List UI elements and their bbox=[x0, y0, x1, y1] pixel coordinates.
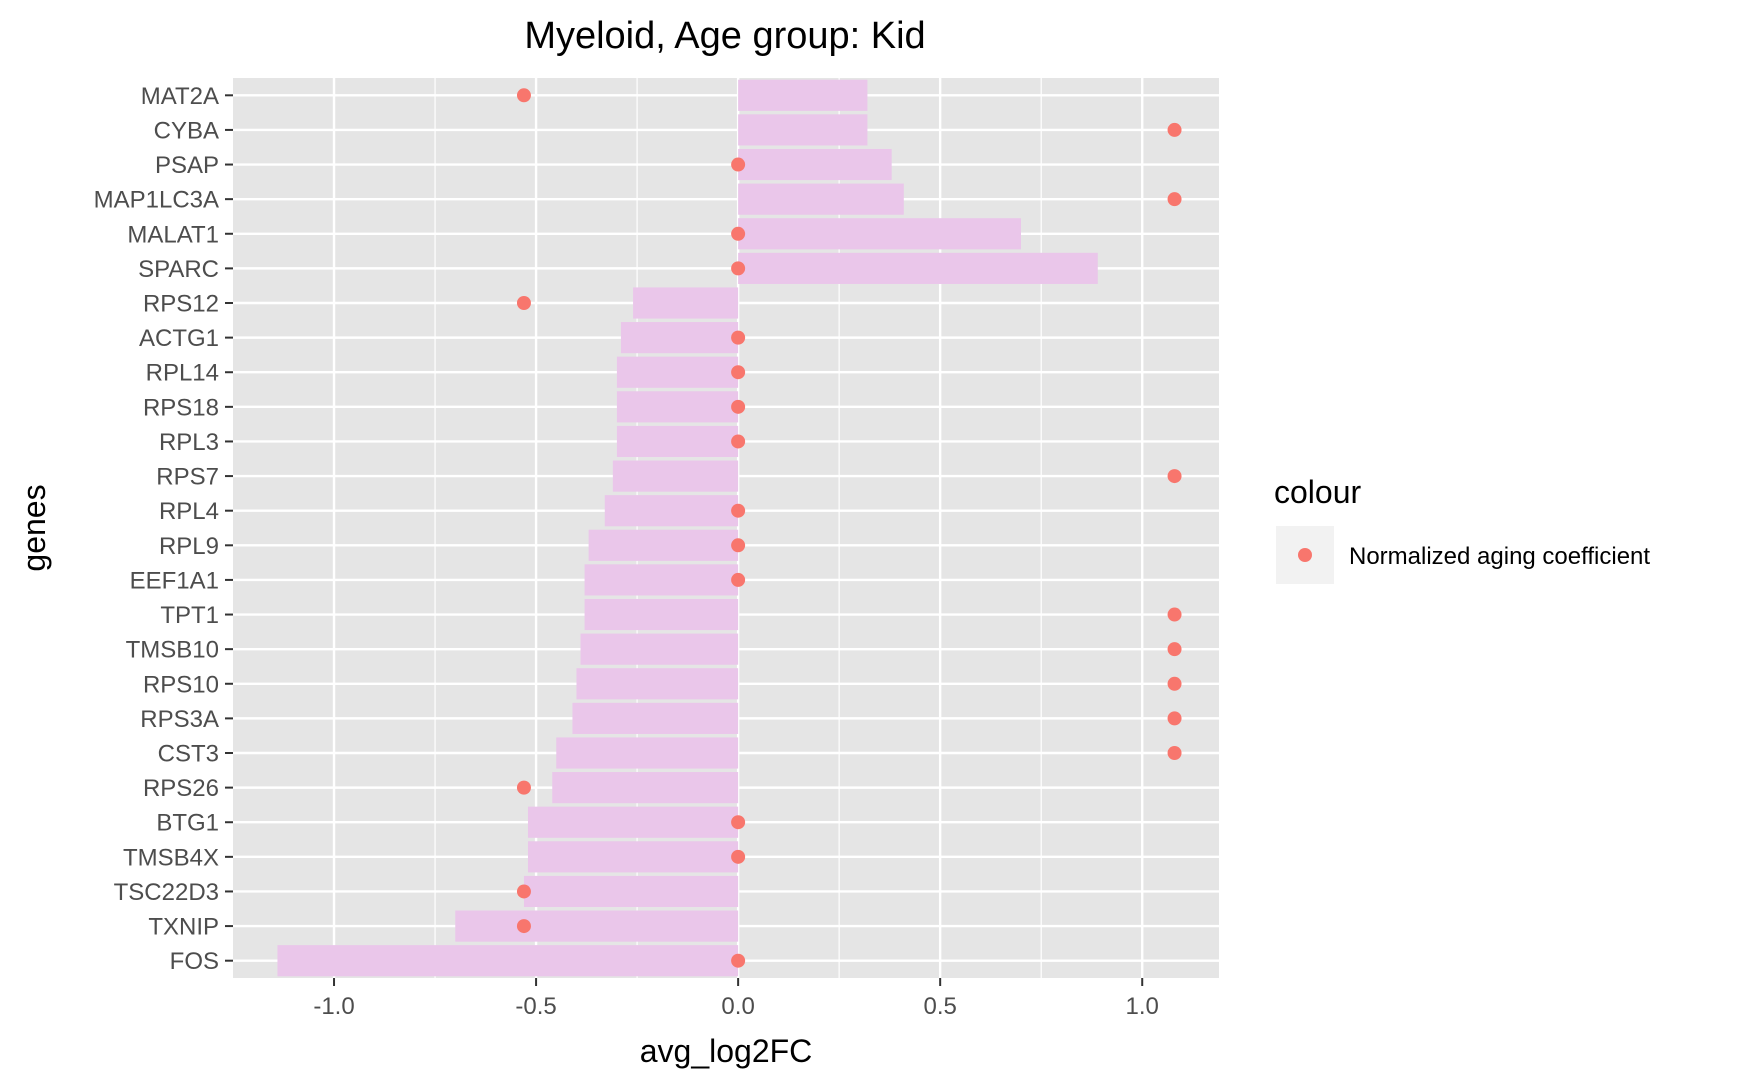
y-tick-label: CST3 bbox=[158, 741, 219, 768]
y-tick-label: RPL9 bbox=[159, 533, 219, 560]
y-tick-label: PSAP bbox=[155, 152, 219, 179]
y-tick-label: ACTG1 bbox=[139, 325, 219, 352]
bar-fos bbox=[277, 945, 739, 977]
x-tick-label: -1.0 bbox=[313, 993, 354, 1020]
y-tick-label: MAP1LC3A bbox=[94, 187, 219, 214]
y-tick-label: RPS10 bbox=[143, 671, 219, 698]
point-psap bbox=[731, 157, 746, 172]
y-tick-label: TXNIP bbox=[148, 914, 219, 941]
y-tick-label: RPL14 bbox=[146, 360, 219, 387]
x-axis: -1.0 -0.5 0.0 0.5 1.0 bbox=[313, 978, 1159, 1020]
chart-title: Myeloid, Age group: Kid bbox=[524, 15, 925, 57]
bar-rps26 bbox=[552, 772, 739, 804]
point-rps18 bbox=[731, 399, 746, 414]
point-tsc22d3 bbox=[516, 884, 531, 899]
x-tick-label: 1.0 bbox=[1126, 993, 1159, 1020]
y-tick-label: MALAT1 bbox=[127, 221, 219, 248]
y-tick-label: BTG1 bbox=[156, 810, 219, 837]
y-tick-label: RPL3 bbox=[159, 429, 219, 456]
bar-rps7 bbox=[612, 460, 739, 492]
y-tick-label: TMSB10 bbox=[126, 637, 219, 664]
y-tick-label: MAT2A bbox=[141, 83, 219, 110]
point-tmsb10 bbox=[1167, 642, 1182, 657]
point-cyba bbox=[1167, 122, 1182, 137]
point-rpl3 bbox=[731, 434, 746, 449]
point-sparc bbox=[731, 261, 746, 276]
bar-txnip bbox=[455, 910, 739, 942]
bar-mat2a bbox=[738, 79, 868, 111]
bar-psap bbox=[738, 148, 892, 181]
bar-rps12 bbox=[633, 287, 739, 319]
y-tick-label: RPL4 bbox=[159, 498, 219, 525]
point-rpl4 bbox=[731, 503, 746, 518]
bar-rps3a bbox=[572, 702, 739, 734]
bars bbox=[277, 79, 1098, 977]
bar-rpl4 bbox=[604, 495, 739, 527]
point-actg1 bbox=[731, 330, 746, 345]
bar-rps18 bbox=[616, 391, 739, 423]
x-axis-title: avg_log2FC bbox=[640, 1033, 813, 1069]
bar-btg1 bbox=[527, 806, 739, 838]
y-tick-label: EEF1A1 bbox=[130, 567, 219, 594]
point-rpl9 bbox=[731, 538, 746, 553]
point-malat1 bbox=[731, 226, 746, 241]
bar-tmsb4x bbox=[527, 841, 739, 873]
point-rpl14 bbox=[731, 365, 746, 380]
bar-rpl9 bbox=[588, 529, 739, 561]
point-cst3 bbox=[1167, 746, 1182, 760]
y-axis: MAT2A CYBA PSAP MAP1LC3A MALAT1 SPARC RPS12 ACT… bbox=[94, 83, 233, 975]
bar-cst3 bbox=[556, 737, 739, 769]
point-txnip bbox=[516, 919, 531, 934]
bar-sparc bbox=[738, 252, 1098, 284]
bar-map1lc3a bbox=[738, 183, 904, 215]
x-tick-label: -0.5 bbox=[515, 993, 556, 1020]
point-rps26 bbox=[516, 780, 531, 795]
y-tick-label: TSC22D3 bbox=[114, 879, 219, 906]
x-tick-label: 0.5 bbox=[923, 993, 956, 1020]
bar-malat1 bbox=[738, 218, 1021, 250]
legend-key-dot bbox=[1298, 548, 1312, 562]
bar-cyba bbox=[738, 114, 868, 146]
point-mat2a bbox=[516, 88, 531, 103]
y-tick-label: RPS3A bbox=[140, 706, 219, 733]
x-tick-label: 0.0 bbox=[721, 993, 754, 1020]
bar-actg1 bbox=[620, 322, 739, 354]
y-axis-title: genes bbox=[16, 484, 52, 571]
legend-title: colour bbox=[1274, 474, 1362, 510]
legend-label: Normalized aging coefficient bbox=[1349, 543, 1650, 570]
y-tick-label: TMSB4X bbox=[123, 844, 219, 871]
bar-tsc22d3 bbox=[523, 875, 739, 908]
bar-rps10 bbox=[576, 668, 739, 700]
points bbox=[516, 88, 1182, 968]
point-map1lc3a bbox=[1167, 192, 1182, 207]
bar-rpl14 bbox=[616, 356, 739, 388]
point-btg1 bbox=[731, 815, 746, 830]
legend: colour Normalized aging coefficient bbox=[1274, 474, 1650, 584]
point-rps7 bbox=[1167, 469, 1182, 484]
point-fos bbox=[731, 953, 746, 968]
y-tick-label: RPS12 bbox=[143, 291, 219, 318]
point-tmsb4x bbox=[731, 849, 746, 864]
point-tpt1 bbox=[1167, 607, 1182, 622]
y-tick-label: RPS18 bbox=[143, 394, 219, 421]
y-tick-label: RPS26 bbox=[143, 775, 219, 802]
bar-tmsb10 bbox=[580, 633, 739, 665]
point-eef1a1 bbox=[731, 572, 746, 587]
y-tick-label: SPARC bbox=[138, 256, 219, 283]
point-rps10 bbox=[1167, 676, 1182, 691]
point-rps12 bbox=[516, 296, 531, 310]
y-tick-label: RPS7 bbox=[156, 464, 219, 491]
point-rps3a bbox=[1167, 711, 1182, 726]
y-tick-label: CYBA bbox=[154, 117, 219, 144]
bar-tpt1 bbox=[584, 598, 739, 631]
y-tick-label: TPT1 bbox=[160, 602, 219, 629]
bar-eef1a1 bbox=[584, 564, 739, 596]
y-tick-label: FOS bbox=[170, 948, 219, 975]
bar-rpl3 bbox=[616, 425, 739, 458]
